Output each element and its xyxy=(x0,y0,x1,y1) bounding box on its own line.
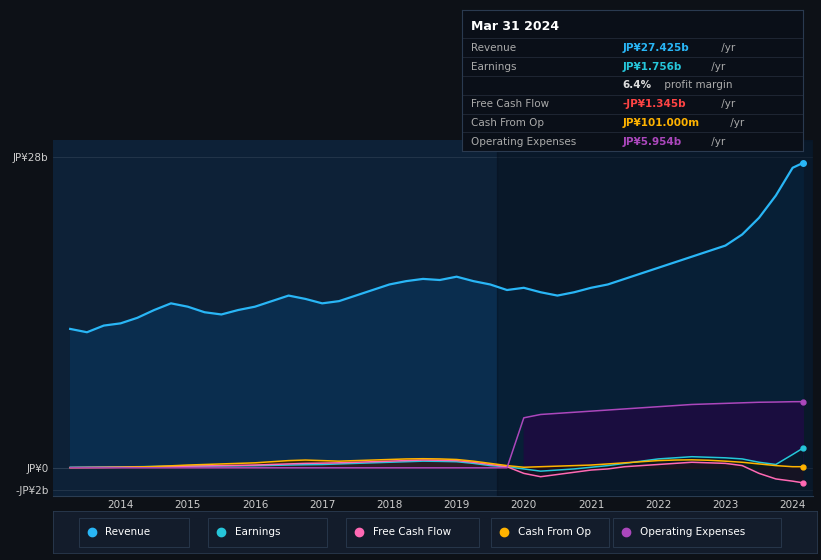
Text: Operating Expenses: Operating Expenses xyxy=(640,528,745,537)
Text: /yr: /yr xyxy=(718,99,735,109)
Bar xyxy=(497,140,813,496)
Text: Revenue: Revenue xyxy=(105,528,150,537)
Text: -JP¥1.345b: -JP¥1.345b xyxy=(622,99,686,109)
Text: Cash From Op: Cash From Op xyxy=(470,118,544,128)
Text: Operating Expenses: Operating Expenses xyxy=(470,137,576,147)
Text: JP¥5.954b: JP¥5.954b xyxy=(622,137,681,147)
Text: Free Cash Flow: Free Cash Flow xyxy=(373,528,451,537)
Text: Free Cash Flow: Free Cash Flow xyxy=(470,99,549,109)
Text: 6.4%: 6.4% xyxy=(622,80,652,90)
Text: Cash From Op: Cash From Op xyxy=(517,528,590,537)
Text: JP¥27.425b: JP¥27.425b xyxy=(622,43,689,53)
Text: Earnings: Earnings xyxy=(470,62,516,72)
Text: profit margin: profit margin xyxy=(661,80,732,90)
Text: JP¥101.000m: JP¥101.000m xyxy=(622,118,699,128)
Text: JP¥1.756b: JP¥1.756b xyxy=(622,62,681,72)
Text: /yr: /yr xyxy=(709,62,726,72)
Text: Revenue: Revenue xyxy=(470,43,516,53)
Text: Mar 31 2024: Mar 31 2024 xyxy=(470,20,559,33)
Text: /yr: /yr xyxy=(727,118,745,128)
Text: /yr: /yr xyxy=(709,137,726,147)
Text: /yr: /yr xyxy=(718,43,735,53)
Text: Earnings: Earnings xyxy=(235,528,281,537)
